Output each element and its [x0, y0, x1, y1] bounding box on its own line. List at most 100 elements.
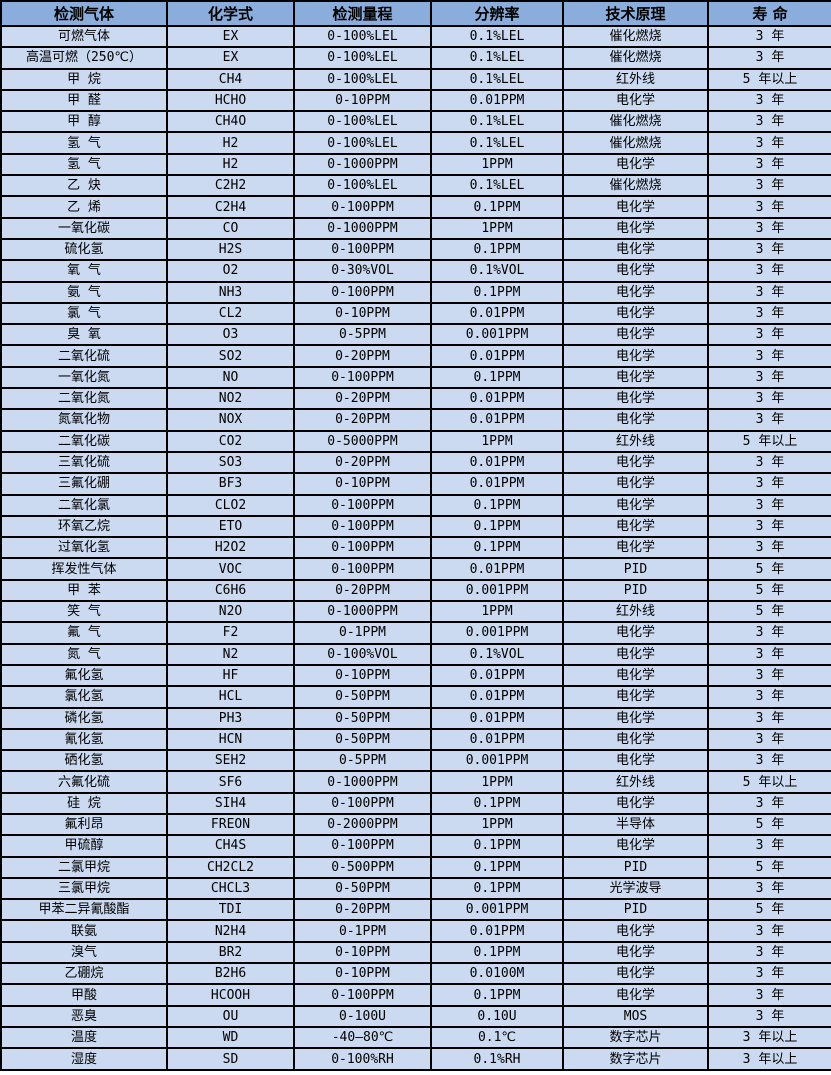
table-cell: H2S: [166, 237, 295, 262]
table-cell: 0.01PPM: [430, 344, 564, 368]
table-row: 氯化氢 HCL 0-50PPM 0.01PPM 电化学 3 年: [0, 685, 831, 709]
table-cell: HCHO: [166, 88, 295, 113]
table-row: 氯 气 CL2 0-10PPM 0.01PPM 电化学 3 年: [0, 301, 831, 326]
table-cell: 3 年: [707, 216, 831, 240]
table-cell: 电化学: [562, 706, 709, 730]
table-cell: 电化学: [562, 940, 709, 965]
table-cell: 0.01PPM: [430, 301, 564, 326]
table-cell: 0-5PPM: [293, 323, 432, 347]
table-cell: 0.1PPM: [430, 493, 564, 517]
table-cell: 0-100%VOL: [293, 642, 432, 666]
table-cell: 3 年: [707, 46, 831, 70]
table-row: 臭 氧 O3 0-5PPM 0.001PPM 电化学 3 年: [0, 323, 831, 347]
table-row: 甲 醛 HCHO 0-10PPM 0.01PPM 电化学 3 年: [0, 88, 831, 113]
table-cell: 氟 气: [0, 621, 168, 645]
table-cell: VOC: [166, 557, 295, 581]
table-cell: 0-1PPM: [293, 621, 432, 645]
table-cell: 氰化氢: [0, 727, 168, 752]
table-cell: 0.001PPM: [430, 898, 564, 922]
table-row: 过氧化氢 H2O2 0-100PPM 0.1PPM 电化学 3 年: [0, 536, 831, 560]
table-row: 一氧化氮 NO 0-100PPM 0.1PPM 电化学 3 年: [0, 365, 831, 390]
table-cell: 氯化氢: [0, 685, 168, 709]
table-cell: 0-20PPM: [293, 387, 432, 411]
table-cell: 0-100%LEL: [293, 67, 432, 91]
table-row: 可燃气体 EX 0-100%LEL 0.1%LEL 催化燃烧 3 年: [0, 24, 831, 49]
table-cell: 3 年: [707, 727, 831, 752]
table-cell: 0-100PPM: [293, 195, 432, 219]
table-cell: 0.001PPM: [430, 323, 564, 347]
table-cell: 0.01PPM: [430, 450, 564, 475]
table-cell: 催化燃烧: [562, 174, 709, 198]
table-cell: 0.10U: [430, 1004, 564, 1028]
table-cell: 3 年: [707, 663, 831, 688]
table-cell: 0.1%LEL: [430, 24, 564, 49]
table-cell: 0-10PPM: [293, 663, 432, 688]
table-cell: 氟化氢: [0, 663, 168, 688]
table-cell: 氮 气: [0, 642, 168, 666]
table-cell: 电化学: [562, 791, 709, 815]
table-cell: 0.1PPM: [430, 791, 564, 815]
table-row: 二氯甲烷 CH2CL2 0-500PPM 0.1PPM PID 5 年: [0, 855, 831, 879]
table-cell: 0.1PPM: [430, 940, 564, 965]
table-row: 一氧化碳 CO 0-1000PPM 1PPM 电化学 3 年: [0, 216, 831, 240]
table-cell: 1PPM: [430, 600, 564, 624]
table-cell: 0.01PPM: [430, 727, 564, 752]
table-cell: H2: [166, 152, 295, 177]
table-cell: 笑 气: [0, 600, 168, 624]
table-cell: 二氧化氯: [0, 493, 168, 517]
table-cell: 0.01PPM: [430, 387, 564, 411]
table-cell: 电化学: [562, 536, 709, 560]
table-cell: 红外线: [562, 429, 709, 453]
table-row: 磷化氢 PH3 0-50PPM 0.01PPM 电化学 3 年: [0, 706, 831, 730]
table-cell: 溴气: [0, 940, 168, 965]
table-cell: 二氧化碳: [0, 429, 168, 453]
table-cell: 一氧化氮: [0, 365, 168, 390]
table-cell: 0-50PPM: [293, 876, 432, 901]
column-header-lifespan: 寿 命: [707, 0, 831, 27]
table-cell: NO2: [166, 387, 295, 411]
table-cell: 三氧化硫: [0, 450, 168, 475]
table-cell: 0-1000PPM: [293, 152, 432, 177]
table-row: 三氧化硫 SO3 0-20PPM 0.01PPM 电化学 3 年: [0, 450, 831, 475]
table-cell: 3 年: [707, 387, 831, 411]
table-cell: BR2: [166, 940, 295, 965]
table-cell: 3 年: [707, 152, 831, 177]
table-body: 可燃气体 EX 0-100%LEL 0.1%LEL 催化燃烧 3 年高温可燃（250℃） E…: [0, 24, 831, 1071]
table-row: 氟化氢 HF 0-10PPM 0.01PPM 电化学 3 年: [0, 663, 831, 688]
table-cell: 0-20PPM: [293, 898, 432, 922]
table-cell: 0.01PPM: [430, 88, 564, 113]
table-cell: 0-50PPM: [293, 706, 432, 730]
table-cell: 0.001PPM: [430, 621, 564, 645]
table-cell: 0-20PPM: [293, 344, 432, 368]
table-cell: CH2CL2: [166, 855, 295, 879]
table-cell: 催化燃烧: [562, 131, 709, 155]
table-cell: SD: [166, 1047, 295, 1071]
table-row: 温度 WD -40—80℃ 0.1℃ 数字芯片 3 年以上: [0, 1025, 831, 1050]
table-row: 二氧化碳 CO2 0-5000PPM 1PPM 红外线 5 年以上: [0, 429, 831, 453]
column-header-range: 检测量程: [293, 0, 432, 27]
table-cell: 0-100PPM: [293, 983, 432, 1007]
table-cell: 电化学: [562, 685, 709, 709]
table-cell: 3 年: [707, 1004, 831, 1028]
column-header-formula: 化学式: [166, 0, 295, 27]
table-cell: 氮氧化物: [0, 408, 168, 432]
table-cell: HF: [166, 663, 295, 688]
table-row: 乙 烯 C2H4 0-100PPM 0.1PPM 电化学 3 年: [0, 195, 831, 219]
table-row: 甲硫醇 CH4S 0-100PPM 0.1PPM 电化学 3 年: [0, 834, 831, 858]
table-cell: 臭 氧: [0, 323, 168, 347]
table-cell: 3 年: [707, 195, 831, 219]
table-row: 笑 气 N2O 0-1000PPM 1PPM 红外线 5 年: [0, 600, 831, 624]
table-cell: 3 年: [707, 408, 831, 432]
table-cell: 0.01PPM: [430, 706, 564, 730]
table-cell: 3 年: [707, 749, 831, 773]
table-cell: 甲 醇: [0, 110, 168, 134]
table-cell: 3 年: [707, 472, 831, 496]
table-row: 甲 苯 C6H6 0-20PPM 0.001PPM PID 5 年: [0, 578, 831, 603]
table-cell: 0.1%LEL: [430, 131, 564, 155]
table-cell: 0.1PPM: [430, 983, 564, 1007]
table-cell: HCL: [166, 685, 295, 709]
table-cell: 5 年以上: [707, 770, 831, 794]
table-row: 乙 炔 C2H2 0-100%LEL 0.1%LEL 催化燃烧 3 年: [0, 174, 831, 198]
table-cell: 温度: [0, 1025, 168, 1050]
table-cell: 红外线: [562, 600, 709, 624]
